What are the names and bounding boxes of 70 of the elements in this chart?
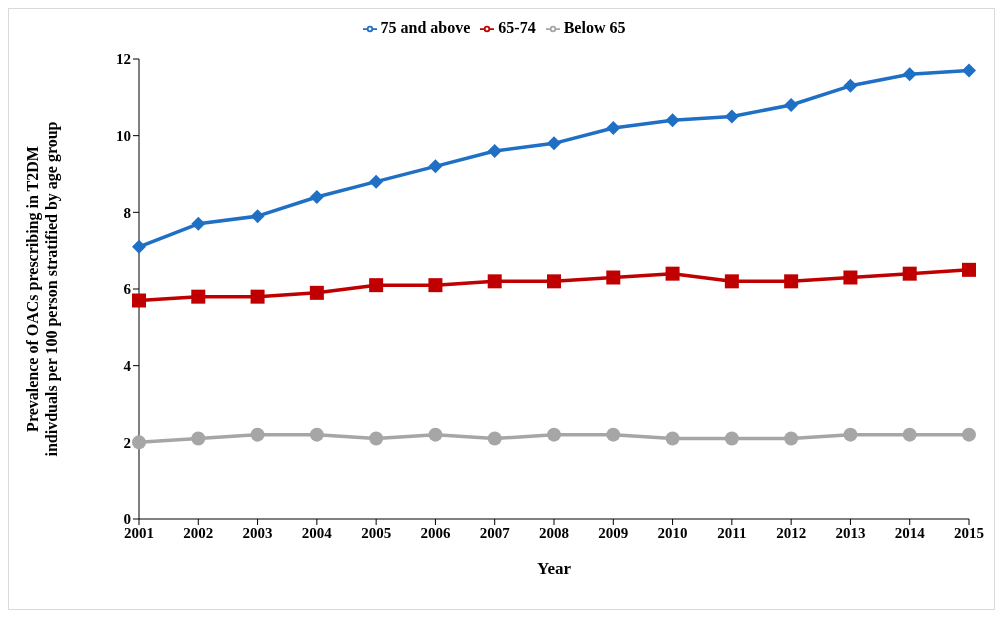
point [902,67,917,82]
point [250,427,265,442]
point [962,262,976,277]
point [487,144,502,158]
y-tick-label: 8 [123,204,131,221]
x-tick-label: 2002 [183,524,214,541]
point [132,239,146,254]
point [369,431,384,446]
y-tick-label: 4 [123,357,132,374]
point [369,278,384,293]
point [665,431,680,446]
x-tick-label: 2011 [717,524,747,541]
point [724,109,739,124]
point [191,431,206,446]
x-tick-label: 2009 [598,524,629,541]
x-tick-label: 2015 [954,524,984,541]
point [843,427,858,442]
point [606,270,621,285]
x-tick-label: 2013 [835,524,866,541]
x-axis-title: Year [537,559,572,578]
y-tick-label: 6 [123,281,132,298]
y-axis-title: Prevalence of OACs prescribing in T2DM indivduals per 100 person stratified by age group [24,121,61,457]
point [309,285,324,300]
point [606,427,621,442]
point [606,121,621,135]
point [665,266,680,281]
point [487,274,502,289]
legend-label: 75 and above [380,19,471,36]
x-tick-label: 2012 [776,524,807,541]
point [250,289,265,304]
point [547,136,561,151]
point [902,427,917,442]
point [902,266,917,281]
x-tick-label: 2014 [894,524,926,541]
point [784,98,799,112]
point [843,270,858,285]
x-tick-label: 2008 [539,524,569,541]
point [428,278,443,293]
legend-label: Below 65 [563,19,626,36]
point [547,274,561,289]
point [132,293,146,308]
legend-label: 65-74 [498,19,536,36]
point [309,427,324,442]
point [191,289,206,304]
y-tick-label: 12 [116,51,131,68]
point [547,427,561,442]
point [428,159,443,174]
point [784,431,799,446]
point [724,274,739,289]
point [132,435,146,450]
point [369,174,384,189]
x-tick-label: 2004 [301,524,333,541]
x-tick-label: 2010 [657,524,688,541]
point [487,431,502,446]
point [191,216,206,231]
point [428,427,443,442]
point [784,274,799,289]
point [962,427,976,442]
point [843,78,858,93]
point [724,431,739,446]
x-tick-label: 2007 [479,524,511,541]
point [962,63,976,78]
point [665,113,680,128]
y-tick-label: 10 [116,127,131,144]
point [250,209,265,224]
x-tick-label: 2003 [242,524,273,541]
point [309,190,324,204]
y-tick-label: 2 [123,434,131,451]
x-tick-label: 2006 [420,524,451,541]
x-tick-label: 2005 [361,524,392,541]
